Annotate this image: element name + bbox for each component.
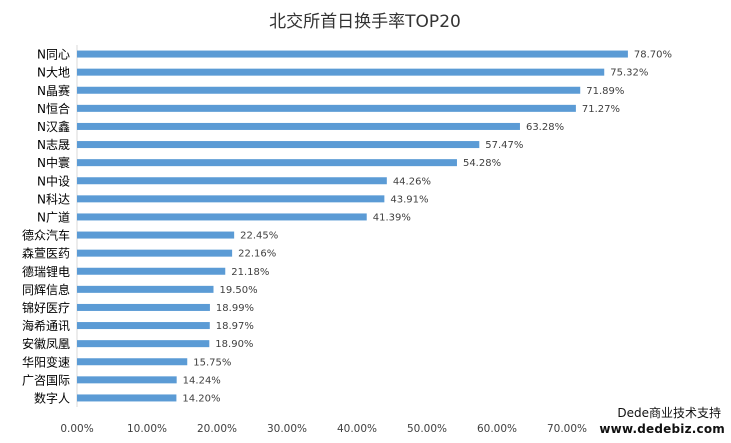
category-label-12: 德瑞锂电 [22, 264, 70, 279]
category-label-13: 同辉信息 [22, 282, 70, 297]
bar-4 [77, 122, 520, 130]
bar-12 [77, 267, 226, 275]
category-label-19: 数字人 [34, 390, 70, 405]
x-tick-label-3: 30.00% [267, 423, 307, 435]
category-label-16: 安徽凤凰 [22, 336, 70, 351]
data-label-13: 19.50% [220, 285, 258, 296]
data-label-3: 71.27% [582, 104, 620, 115]
bar-15 [77, 322, 210, 330]
bar-11 [77, 249, 233, 257]
bar-16 [77, 340, 210, 348]
category-label-7: N中设 [37, 173, 70, 188]
bar-10 [77, 231, 235, 239]
bar-6 [77, 159, 457, 167]
category-label-4: N汉鑫 [37, 119, 70, 134]
data-label-10: 22.45% [240, 231, 278, 242]
category-label-9: N广道 [37, 210, 70, 224]
bar-5 [77, 141, 480, 149]
x-tick-label-2: 20.00% [197, 423, 237, 435]
category-label-17: 华阳变速 [22, 354, 70, 369]
x-tick-label-4: 40.00% [337, 423, 377, 435]
bar-2 [77, 86, 581, 94]
bar-0 [77, 50, 628, 58]
category-label-11: 森萱医药 [22, 246, 70, 261]
bar-18 [77, 376, 177, 384]
data-label-1: 75.32% [610, 68, 648, 79]
bar-3 [77, 104, 576, 112]
data-label-17: 15.75% [193, 357, 231, 368]
bars-group [77, 50, 628, 402]
category-label-14: 锦好医疗 [22, 301, 70, 315]
watermark-line1: Dede商业技术支持 [617, 406, 721, 420]
data-label-16: 18.90% [215, 339, 253, 350]
watermark-line2: www.dedebiz.com [599, 422, 725, 436]
x-tick-labels-group: 0.00% 10.00% 20.00% 30.00% 40.00% 50.00% 60.00… [60, 423, 587, 435]
data-label-15: 18.97% [216, 321, 254, 332]
x-tick-label-5: 50.00% [407, 423, 447, 435]
category-label-2: N晶赛 [37, 83, 70, 98]
category-label-1: N大地 [37, 66, 70, 80]
data-label-7: 44.26% [393, 176, 431, 187]
bar-8 [77, 195, 385, 203]
data-label-14: 18.99% [216, 303, 254, 314]
data-label-6: 54.28% [463, 158, 501, 169]
category-label-6: N中寰 [37, 155, 70, 170]
x-tick-label-7: 70.00% [547, 423, 587, 435]
bar-7 [77, 177, 387, 185]
category-labels-group: N同心 N大地 N晶赛 N恒合 N汉鑫 N志晟 N中寰 N中设 N科达 N广道德众汽车森萱医药德瑞… [22, 48, 70, 406]
category-label-18: 广咨国际 [22, 372, 70, 387]
chart-title: 北交所首日换手率TOP20 [269, 12, 461, 32]
data-label-12: 21.18% [231, 267, 269, 278]
data-label-8: 43.91% [390, 194, 428, 205]
bar-1 [77, 68, 605, 76]
x-tick-label-0: 0.00% [60, 423, 93, 435]
bar-13 [77, 285, 214, 293]
category-label-0: N同心 [37, 48, 70, 62]
bar-14 [77, 303, 210, 311]
data-label-5: 57.47% [485, 140, 523, 151]
data-label-4: 63.28% [526, 122, 564, 133]
category-label-3: N恒合 [37, 101, 70, 116]
x-tick-label-6: 60.00% [477, 423, 517, 435]
data-labels-group: 78.70% 75.32% 71.89% 71.27% 63.28%57.47% 54.2… [182, 50, 672, 405]
data-label-11: 22.16% [238, 249, 276, 260]
data-label-0: 78.70% [634, 50, 672, 61]
data-label-2: 71.89% [586, 86, 624, 97]
data-label-18: 14.24% [183, 375, 221, 386]
category-label-15: 海希通讯 [22, 318, 70, 333]
x-tick-label-1: 10.00% [127, 423, 167, 435]
data-label-9: 41.39% [373, 212, 411, 223]
category-label-10: 德众汽车 [22, 228, 70, 243]
bar-19 [77, 394, 177, 402]
bar-17 [77, 358, 188, 366]
category-label-5: N志晟 [37, 138, 70, 152]
data-label-19: 14.20% [182, 393, 220, 404]
category-label-8: N科达 [37, 192, 70, 206]
bar-9 [77, 213, 367, 221]
